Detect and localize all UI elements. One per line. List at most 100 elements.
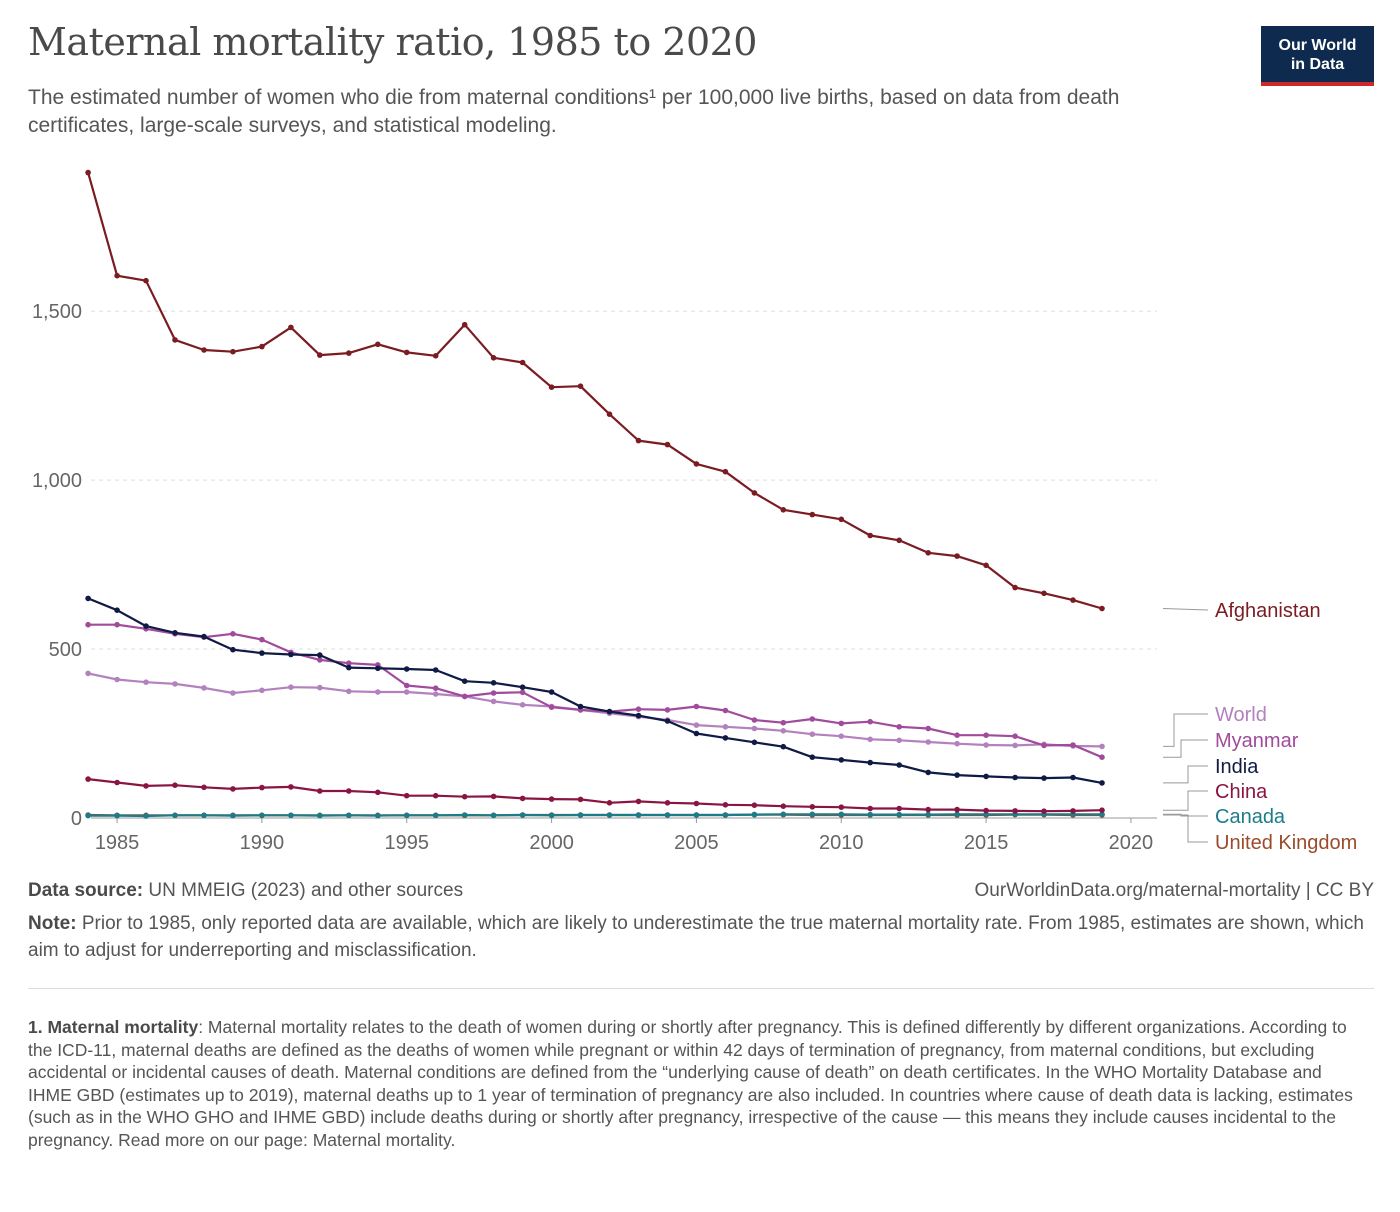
data-point: [635, 706, 642, 712]
data-point: [143, 623, 149, 629]
series-afghanistan[interactable]: [85, 169, 1105, 612]
data-point: [751, 802, 758, 808]
data-point: [838, 804, 845, 810]
data-point: [780, 803, 787, 809]
data-point: [925, 550, 931, 556]
data-point: [375, 789, 381, 796]
series-lines: [85, 169, 1105, 819]
data-point: [172, 681, 178, 687]
data-point: [1012, 774, 1018, 781]
data-point: [461, 793, 468, 800]
source-url[interactable]: OurWorldinData.org/maternal-mortality | …: [974, 880, 1374, 901]
data-point: [432, 685, 439, 691]
data-point: [896, 811, 902, 818]
x-tick-label: 1990: [240, 832, 285, 854]
data-point: [432, 812, 439, 819]
data-point: [85, 812, 91, 819]
data-point: [548, 689, 555, 695]
data-point: [722, 812, 729, 818]
data-point: [346, 350, 352, 356]
label-connector: [1163, 790, 1208, 811]
data-point: [490, 680, 497, 686]
data-point: [867, 805, 873, 812]
data-point: [1099, 754, 1105, 760]
owid-logo[interactable]: Our World in Data: [1261, 26, 1374, 86]
line-chart: 0 500 1,000 1,500 1985 1990 1995 2000 2005 2010 2…: [32, 169, 1357, 854]
data-point: [288, 324, 294, 331]
data-point: [867, 736, 873, 743]
data-point: [490, 355, 497, 361]
data-point: [201, 347, 207, 353]
series-label: World: [1215, 704, 1267, 726]
data-point: [461, 678, 468, 684]
data-point: [201, 633, 207, 640]
data-point: [259, 343, 265, 350]
data-point: [519, 795, 526, 802]
data-point: [490, 812, 497, 819]
data-point: [1041, 808, 1047, 814]
data-point: [288, 684, 294, 690]
series-labels: Afghanistan World Myanmar India China Canada U…: [1162, 600, 1357, 854]
data-point: [230, 690, 236, 696]
data-point: [432, 691, 439, 697]
data-point: [461, 693, 468, 700]
data-point: [635, 812, 642, 818]
data-point: [201, 784, 207, 791]
series-world[interactable]: [85, 670, 1105, 750]
data-point: [751, 811, 758, 818]
data-point: [490, 793, 497, 800]
series-india[interactable]: [85, 595, 1105, 786]
data-point: [259, 687, 265, 694]
data-point: [1070, 742, 1076, 748]
footer-divider: [28, 988, 1374, 989]
data-point: [954, 732, 960, 738]
data-point: [317, 652, 323, 658]
note-text: Prior to 1985, only reported data are av…: [28, 913, 1364, 961]
data-point: [548, 704, 555, 710]
series-label: Canada: [1215, 806, 1286, 828]
data-point: [809, 716, 816, 722]
data-point: [896, 762, 902, 768]
source-label: Data source:: [28, 880, 144, 901]
series-myanmar[interactable]: [85, 621, 1105, 760]
data-point: [751, 739, 758, 746]
data-point: [664, 707, 671, 713]
data-point: [577, 383, 584, 389]
data-point: [780, 728, 787, 734]
series-china[interactable]: [85, 776, 1105, 814]
data-point: [432, 792, 439, 799]
data-point: [606, 411, 613, 417]
data-point: [664, 441, 671, 448]
data-point: [838, 516, 845, 523]
data-point: [664, 800, 671, 806]
note-label: Note:: [28, 913, 77, 934]
data-point: [838, 720, 845, 727]
x-tick-label: 1985: [95, 832, 140, 854]
data-point: [403, 792, 410, 799]
data-point: [606, 800, 613, 806]
data-point: [172, 337, 178, 343]
data-point: [577, 796, 584, 803]
series-canada[interactable]: [85, 811, 1105, 819]
x-axis: 1985 1990 1995 2000 2005 2010 2015 2020: [95, 818, 1153, 854]
data-point: [201, 812, 207, 819]
footnote: 1. Maternal mortality: Maternal mortalit…: [28, 1016, 1368, 1152]
data-point: [1012, 584, 1018, 591]
data-point: [346, 664, 352, 671]
data-point: [809, 511, 816, 518]
data-point: [867, 532, 873, 539]
data-point: [519, 684, 526, 690]
source-text: UN MMEIG (2023) and other sources: [148, 880, 464, 901]
data-point: [114, 779, 120, 786]
data-point: [693, 812, 700, 818]
data-point: [1099, 811, 1105, 818]
data-point: [780, 811, 787, 818]
data-point: [143, 813, 149, 819]
data-point: [1099, 780, 1105, 786]
data-point: [1041, 742, 1047, 749]
data-point: [317, 352, 323, 358]
data-point: [954, 772, 960, 778]
data-point: [954, 740, 960, 747]
data-point: [809, 731, 816, 737]
data-point: [230, 786, 236, 792]
